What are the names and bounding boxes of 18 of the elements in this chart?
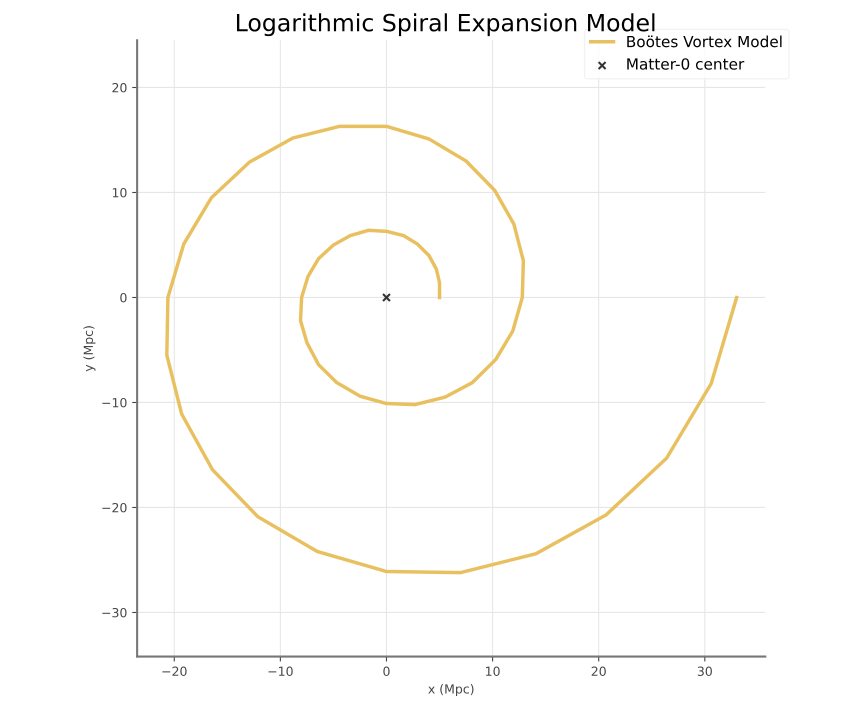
chart-title: Logarithmic Spiral Expansion Model [236,13,654,36]
line-series [165,124,738,574]
x-tick-label: 10 [486,666,500,676]
legend-label: Boötes Vortex Model [627,36,782,48]
y-tick-label: 10 [112,188,127,198]
legend-label: Matter-0 center [627,58,744,70]
y-tick-label: −30 [102,608,127,618]
x-tick-label: 30 [698,666,712,676]
y-tick-label: 20 [112,82,127,92]
y-tick-label: 0 [120,292,127,302]
y-tick-label: −10 [102,398,127,408]
x-tick-label: 20 [592,666,606,676]
y-axis-title: y (Mpc) [83,326,96,372]
x-tick-label: −20 [162,666,187,676]
x-tick-label: 0 [383,666,390,676]
x-tick-label: −10 [268,666,293,676]
y-tick-label: −20 [102,502,127,512]
x-axis-title: x (Mpc) [428,684,474,696]
